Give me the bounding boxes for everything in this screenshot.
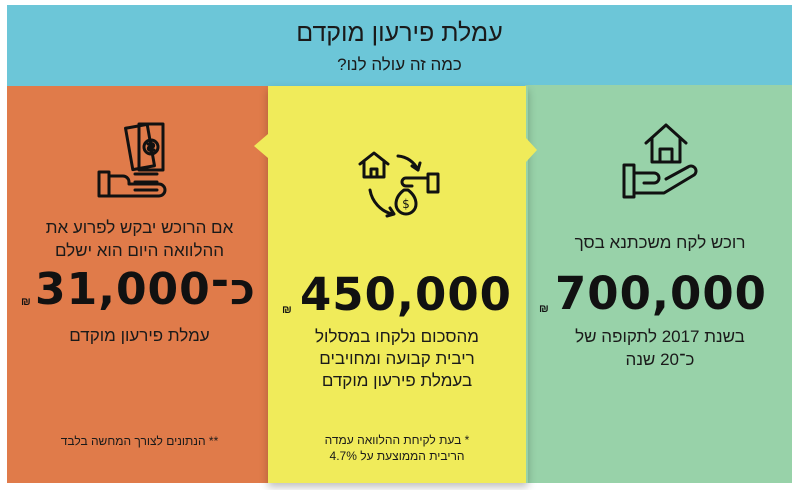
green-currency: ₪ xyxy=(539,303,549,315)
red-label-line2: ההלוואה היום הוא ישלם xyxy=(54,241,225,260)
red-label: אם הרוכש יבקש לפרוע את ההלוואה היום הוא … xyxy=(17,216,262,262)
header-banner: עמלת פירעון מוקדם כמה זה עולה לנו? xyxy=(7,5,792,86)
yellow-note-line1: * בעת לקיחת ההלוואה עמדה xyxy=(324,433,470,447)
yellow-desc-line3: בעמלת פירעון מוקדם xyxy=(321,371,473,390)
red-description: עמלת פירעון מוקדם xyxy=(69,326,210,345)
red-currency: ₪ xyxy=(21,296,31,308)
house-in-hand-icon xyxy=(622,123,698,199)
panel-mortgage-amount: רוכש לקח משכתנא בסך ₪ 700,000 בשנת 2017 … xyxy=(525,85,792,483)
page-subtitle: כמה זה עולה לנו? xyxy=(337,55,462,74)
house-money-cycle-icon: $ xyxy=(358,151,440,218)
yellow-desc-line1: מהסכום נלקחו במסלול xyxy=(315,327,479,346)
yellow-description: מהסכום נלקחו במסלול ריבית קבועה ומחויבים… xyxy=(268,326,526,392)
svg-text:$: $ xyxy=(402,197,410,211)
yellow-amount: 450,000 xyxy=(300,268,512,321)
red-amount: כ־31,000 xyxy=(35,264,256,315)
green-desc-line2: כ־20 שנה xyxy=(625,350,695,369)
green-label: רוכש לקח משכתנא בסך xyxy=(574,233,746,252)
yellow-note: * בעת לקיחת ההלוואה עמדה הריבית הממוצעת … xyxy=(268,432,526,464)
red-note: ** הנתונים לצורך המחשה בלבד xyxy=(60,434,219,448)
green-amount: 700,000 xyxy=(555,267,767,320)
green-desc-line1: בשנת 2017 לתקופה של xyxy=(575,327,745,346)
panel-fixed-rate-portion: $ ₪ 450,000 מהסכום נלקחו במסלול ריבית קב… xyxy=(254,86,537,483)
panel-early-repayment-cost: אם הרוכש יבקש לפרוע את ההלוואה היום הוא … xyxy=(7,86,272,483)
cash-in-hand-icon xyxy=(97,122,167,198)
yellow-desc-line2: ריבית קבועה ומחויבים xyxy=(319,349,475,368)
page-title: עמלת פירעון מוקדם xyxy=(296,19,503,47)
green-description: בשנת 2017 לתקופה של כ־20 שנה xyxy=(535,325,785,371)
yellow-note-line2: הריבית הממוצעת על 4.7% xyxy=(329,449,465,463)
yellow-currency: ₪ xyxy=(282,304,292,316)
red-label-line1: אם הרוכש יבקש לפרוע את xyxy=(45,218,234,237)
